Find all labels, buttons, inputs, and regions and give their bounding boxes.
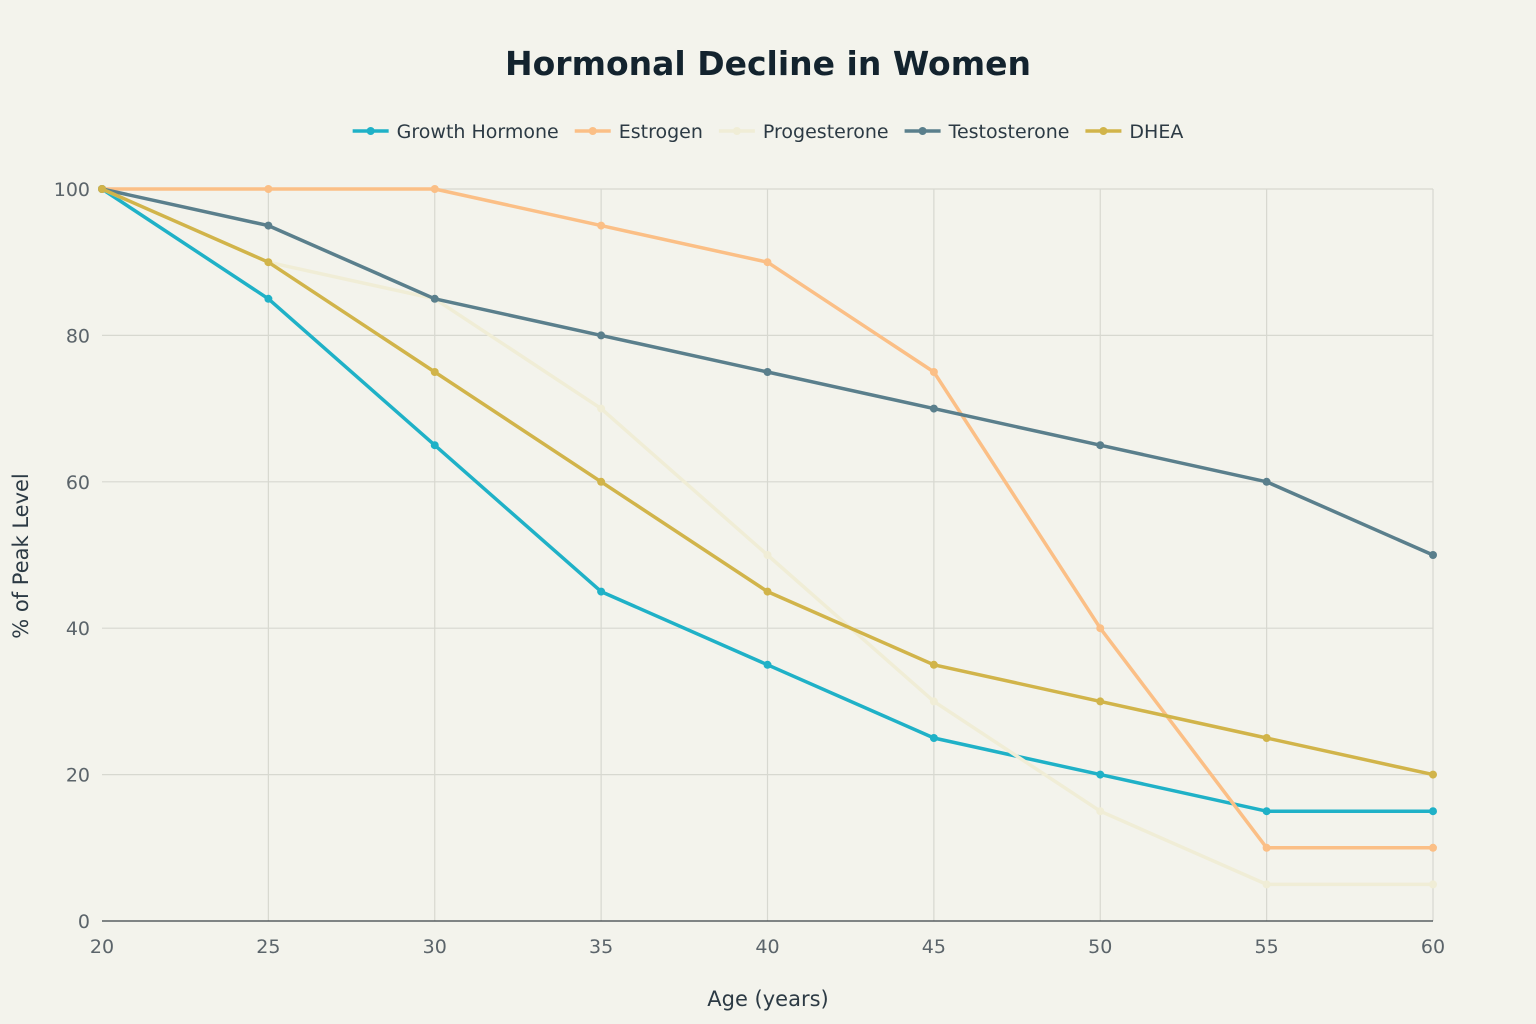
y-tick-label: 20 bbox=[66, 765, 90, 787]
x-tick-label: 25 bbox=[256, 936, 280, 958]
legend-item: Progesterone bbox=[718, 121, 889, 143]
data-point bbox=[763, 258, 772, 267]
data-point bbox=[929, 697, 938, 706]
data-point bbox=[1262, 734, 1271, 742]
legend-label: DHEA bbox=[1129, 121, 1183, 143]
y-tick-label: 0 bbox=[78, 911, 90, 933]
data-point bbox=[1429, 770, 1437, 779]
data-point bbox=[597, 477, 606, 486]
data-point bbox=[763, 587, 772, 596]
data-point bbox=[597, 404, 606, 413]
x-tick-label: 55 bbox=[1255, 936, 1279, 958]
data-point bbox=[1429, 807, 1437, 816]
legend-item: Growth Hormone bbox=[352, 121, 559, 143]
data-point bbox=[763, 551, 772, 559]
data-point bbox=[1096, 697, 1105, 706]
data-point bbox=[1429, 880, 1437, 889]
legend-marker bbox=[366, 127, 375, 135]
data-point bbox=[1429, 843, 1437, 852]
data-point bbox=[1429, 551, 1437, 559]
data-point bbox=[1262, 477, 1271, 486]
data-point bbox=[929, 660, 938, 669]
data-point bbox=[430, 294, 439, 303]
series-4 bbox=[98, 185, 1437, 779]
legend-marker bbox=[1099, 127, 1108, 135]
data-point bbox=[264, 258, 273, 267]
data-point bbox=[1262, 807, 1271, 816]
data-point bbox=[1096, 624, 1105, 633]
x-tick-label: 40 bbox=[755, 936, 779, 958]
data-point bbox=[597, 587, 606, 596]
legend-label: Testosterone bbox=[948, 121, 1070, 143]
data-point bbox=[430, 185, 439, 193]
data-point bbox=[98, 185, 106, 193]
data-point bbox=[1096, 807, 1105, 816]
data-point bbox=[929, 368, 938, 376]
data-point bbox=[929, 734, 938, 742]
data-point bbox=[597, 331, 606, 340]
series-layer bbox=[98, 185, 1437, 889]
x-tick-label: 60 bbox=[1421, 936, 1445, 958]
y-axis-title: % of Peak Level bbox=[9, 473, 33, 639]
legend-label: Estrogen bbox=[619, 121, 703, 143]
data-point bbox=[430, 368, 439, 376]
data-point bbox=[929, 404, 938, 413]
legend-label: Progesterone bbox=[763, 121, 889, 143]
data-point bbox=[1096, 441, 1105, 450]
legend-label: Growth Hormone bbox=[397, 121, 559, 143]
data-point bbox=[1096, 770, 1105, 779]
legend-marker bbox=[732, 127, 741, 135]
x-tick-label: 20 bbox=[90, 936, 114, 958]
legend: Growth Hormone Estrogen Progesterone Testos… bbox=[352, 121, 1183, 143]
y-tick-label: 60 bbox=[66, 472, 90, 494]
data-point bbox=[430, 441, 439, 450]
data-point bbox=[264, 185, 273, 193]
data-point bbox=[1262, 880, 1271, 889]
series-3 bbox=[98, 185, 1437, 559]
chart-title: Hormonal Decline in Women bbox=[505, 44, 1031, 83]
legend-marker bbox=[588, 127, 597, 135]
data-point bbox=[264, 294, 273, 303]
x-tick-label: 50 bbox=[1088, 936, 1112, 958]
y-tick-label: 100 bbox=[54, 179, 90, 201]
x-tick-label: 45 bbox=[922, 936, 946, 958]
legend-marker bbox=[918, 127, 927, 135]
x-tick-label: 35 bbox=[589, 936, 613, 958]
y-tick-label: 80 bbox=[66, 325, 90, 347]
x-tick-label: 30 bbox=[423, 936, 447, 958]
data-point bbox=[763, 368, 772, 376]
x-axis-title: Age (years) bbox=[707, 987, 828, 1011]
data-point bbox=[763, 660, 772, 669]
series-2 bbox=[98, 185, 1437, 889]
legend-item: DHEA bbox=[1085, 121, 1183, 143]
legend-item: Testosterone bbox=[904, 121, 1070, 143]
data-point bbox=[264, 221, 273, 230]
y-tick-label: 40 bbox=[66, 618, 90, 640]
data-point bbox=[597, 221, 606, 230]
data-point bbox=[1262, 843, 1271, 852]
legend-item: Estrogen bbox=[574, 121, 703, 143]
